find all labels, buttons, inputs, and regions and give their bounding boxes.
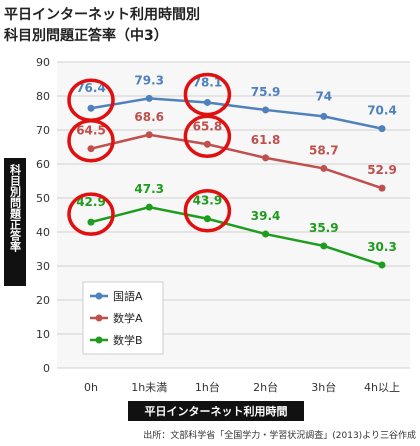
y-tick-label: 10 xyxy=(36,328,50,341)
data-label: 64.5 xyxy=(76,124,106,138)
chart-title: 平日インターネット利用時間別 xyxy=(4,6,200,23)
data-label: 61.8 xyxy=(251,133,281,147)
x-tick-label: 1h未満 xyxy=(131,381,167,394)
data-point xyxy=(320,112,328,120)
y-tick-label: 50 xyxy=(36,192,50,205)
y-tick-labels: 0 10 20 30 40 50 60 70 80 90 xyxy=(36,56,50,375)
data-point xyxy=(262,154,270,162)
annotation-layer xyxy=(67,72,232,236)
data-label: 68.6 xyxy=(134,110,164,124)
x-axis-label-box xyxy=(128,401,304,421)
data-point xyxy=(203,140,211,148)
x-tick-label: 3h台 xyxy=(311,380,336,394)
data-point xyxy=(378,184,386,192)
data-label: 30.3 xyxy=(367,240,397,254)
data-point xyxy=(320,164,328,172)
legend-label: 国語A xyxy=(113,289,143,303)
data-label: 76.4 xyxy=(76,81,106,95)
y-tick-label: 40 xyxy=(36,226,50,239)
source-note: 出所：文部科学省「全国学力・学習状況調査」(2013)より三谷作成 xyxy=(143,429,416,441)
data-point xyxy=(262,106,270,114)
data-label: 47.3 xyxy=(134,182,164,196)
x-tick-label: 0h xyxy=(84,381,98,394)
y-tick-label: 70 xyxy=(36,124,50,137)
legend-label: 数学A xyxy=(113,311,143,325)
data-label: 65.8 xyxy=(193,119,223,133)
data-point xyxy=(145,94,153,102)
legend-swatch-marker xyxy=(95,314,103,322)
x-tick-labels: 0h 1h未満 1h台 2h台 3h台 4h以上 xyxy=(84,380,400,394)
data-label: 35.9 xyxy=(309,221,339,235)
data-label: 52.9 xyxy=(367,163,397,177)
data-point xyxy=(145,131,153,139)
data-point xyxy=(320,242,328,250)
highlight-circle xyxy=(183,114,232,159)
series-line xyxy=(90,97,383,130)
x-tick-label: 4h以上 xyxy=(364,381,400,394)
y-tick-label: 80 xyxy=(36,90,50,103)
data-point xyxy=(203,215,211,223)
chart-subtitle: 科目別問題正答率（中3） xyxy=(4,27,168,44)
y-tick-label: 30 xyxy=(36,260,50,273)
data-label: 79.3 xyxy=(134,73,164,87)
data-point xyxy=(87,218,95,226)
data-point xyxy=(145,203,153,211)
series-layer: 76.4 79.3 78.1 75.9 74 70.4 64.5 68.6 65.8 61.8 58… xyxy=(76,73,397,269)
legend-items: 国語A 数学A 数学B xyxy=(90,289,143,347)
data-label: 58.7 xyxy=(309,143,339,157)
x-tick-label: 2h台 xyxy=(253,380,278,394)
highlight-circle xyxy=(67,118,115,163)
legend-label: 数学B xyxy=(113,333,143,347)
y-tick-label: 90 xyxy=(36,56,50,69)
series-line xyxy=(90,133,383,190)
data-label: 70.4 xyxy=(367,104,397,118)
data-label: 74 xyxy=(315,89,332,103)
data-point xyxy=(262,230,270,238)
y-tick-label: 0 xyxy=(43,362,50,375)
data-point xyxy=(87,145,95,153)
y-tick-label: 60 xyxy=(36,158,50,171)
y-axis-label-box xyxy=(4,158,26,286)
data-label: 42.9 xyxy=(76,195,106,209)
data-point xyxy=(87,104,95,112)
x-tick-label: 1h台 xyxy=(195,380,220,394)
highlight-circle xyxy=(67,192,115,236)
data-point xyxy=(378,261,386,269)
y-tick-label: 20 xyxy=(36,294,50,307)
highlight-circle xyxy=(183,72,232,117)
data-point xyxy=(378,125,386,133)
data-label: 39.4 xyxy=(251,209,281,223)
x-axis-label: 平日インターネット利用時間 xyxy=(145,404,288,418)
y-axis-label: 科目別問題正答率 xyxy=(9,163,23,253)
data-label: 43.9 xyxy=(193,194,223,208)
legend-swatch-marker xyxy=(95,336,103,344)
data-label: 75.9 xyxy=(251,85,281,99)
legend-swatch-marker xyxy=(95,292,103,300)
highlight-circle xyxy=(183,188,232,233)
series-line xyxy=(90,205,383,267)
data-label: 78.1 xyxy=(193,75,223,89)
data-point xyxy=(203,98,211,106)
